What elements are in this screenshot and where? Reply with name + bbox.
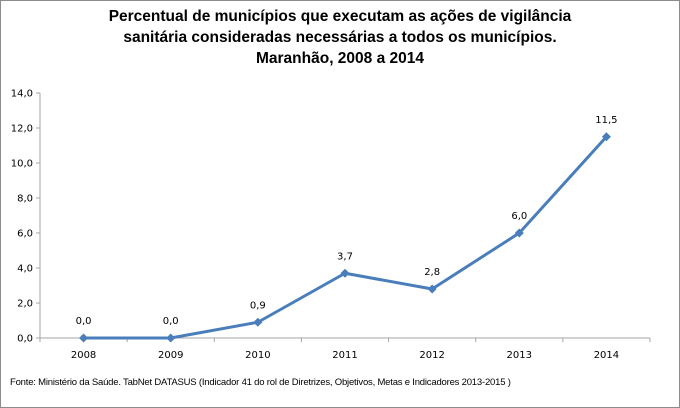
chart-title: Percentual de municípios que executam as… <box>0 6 680 69</box>
x-axis-ticks: 2008 2009 2010 2011 2012 2013 2014 <box>39 338 651 361</box>
data-point-marker <box>166 333 176 343</box>
data-label: 0,9 <box>250 300 266 311</box>
y-tick-label: 12,0 <box>11 124 33 135</box>
data-label: 3,7 <box>337 251 353 262</box>
x-tick-label: 2012 <box>419 350 444 361</box>
chart-title-line-3: Maranhão, 2008 a 2014 <box>255 50 425 67</box>
chart-title-line-1: Percentual de municípios que executam as… <box>108 8 572 25</box>
y-axis-ticks: 0,0 2,0 4,0 6,0 8,0 10,0 12,0 14,0 <box>11 89 40 345</box>
source-note: Fonte: Ministério da Saúde. TabNet DATAS… <box>10 377 511 388</box>
data-point-marker <box>601 132 611 142</box>
x-tick-label: 2014 <box>594 350 619 361</box>
x-tick-label: 2009 <box>158 350 183 361</box>
data-label: 6,0 <box>511 211 527 222</box>
x-tick-label: 2011 <box>332 350 357 361</box>
y-tick-label: 6,0 <box>17 229 33 240</box>
data-label: 2,8 <box>424 267 440 278</box>
chart-title-line-2: sanitária consideradas necessárias a tod… <box>123 29 557 46</box>
data-labels: 0,0 0,0 0,9 3,7 2,8 6,0 11,5 <box>76 115 618 327</box>
y-tick-label: 8,0 <box>17 194 33 205</box>
x-tick-label: 2013 <box>507 350 532 361</box>
axes <box>39 93 650 339</box>
data-label: 0,0 <box>163 316 179 327</box>
data-label: 11,5 <box>595 115 617 126</box>
y-tick-label: 4,0 <box>17 264 33 275</box>
x-tick-label: 2008 <box>71 350 96 361</box>
data-point-marker <box>253 317 263 327</box>
x-tick-label: 2010 <box>245 350 270 361</box>
data-point-marker <box>79 333 89 343</box>
data-point-marker <box>514 228 524 238</box>
y-tick-label: 14,0 <box>11 89 33 100</box>
series-line <box>83 135 608 340</box>
series-group <box>79 132 611 343</box>
data-point-marker <box>340 268 350 278</box>
y-tick-label: 2,0 <box>17 299 33 310</box>
y-tick-label: 0,0 <box>17 334 33 345</box>
y-tick-label: 10,0 <box>11 159 33 170</box>
data-label: 0,0 <box>76 316 92 327</box>
data-point-marker <box>427 284 437 294</box>
